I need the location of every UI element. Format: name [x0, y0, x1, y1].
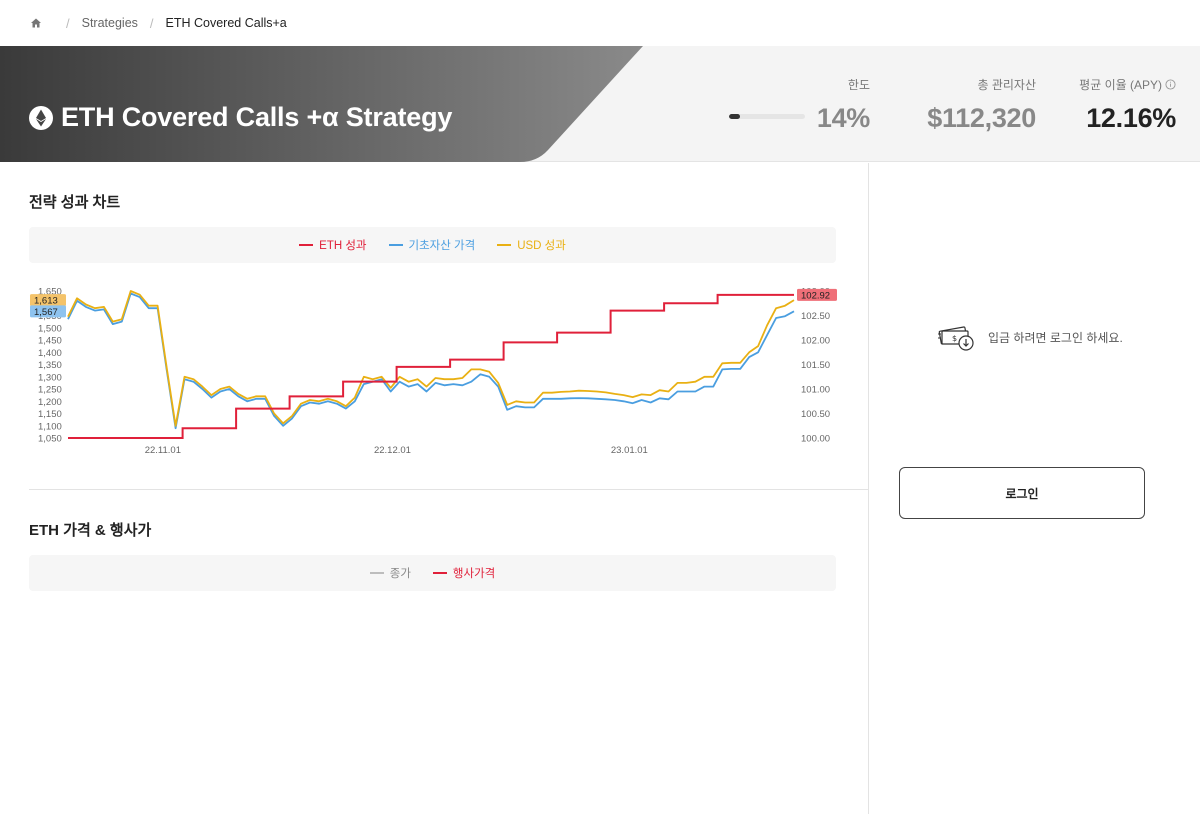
- limit-progress-fill: [729, 114, 740, 119]
- breadcrumb-current: ETH Covered Calls+a: [165, 16, 287, 30]
- y-right-tick-label: 102.50: [801, 311, 830, 322]
- y-left-tick-label: 1,500: [38, 323, 62, 334]
- y-left-tick-label: 1,450: [38, 336, 62, 347]
- legend-swatch: [388, 244, 403, 246]
- stat-aum-label: 총 관리자산: [977, 78, 1036, 92]
- legend-base-price[interactable]: 기초자산 가격: [388, 237, 476, 253]
- badge-eth: 102.92: [801, 290, 830, 301]
- breadcrumb-strategies[interactable]: Strategies: [81, 16, 138, 30]
- stat-limit-label: 한도: [847, 78, 870, 92]
- y-right-tick-label: 101.50: [801, 360, 830, 371]
- eth-logo-icon: [29, 105, 53, 130]
- stat-apy-label-row: 평균 이율 (APY): [1079, 76, 1176, 93]
- stat-limit-value: 14%: [816, 103, 870, 133]
- performance-legend: ETH 성과 기초자산 가격 USD 성과: [29, 227, 836, 263]
- y-left-tick-label: 1,400: [38, 348, 62, 359]
- y-left-tick-label: 1,150: [38, 409, 62, 420]
- stat-aum: 총 관리자산 $112,320: [927, 76, 1036, 134]
- strategy-hero: ETH Covered Calls +α Strategy 한도 14% 총 관…: [0, 46, 1200, 162]
- strategy-title-text: ETH Covered Calls +α Strategy: [61, 102, 453, 132]
- legend-label: 기초자산 가격: [408, 240, 476, 252]
- y-left-tick-label: 1,350: [38, 360, 62, 371]
- stat-apy-value: 12.16%: [1086, 103, 1176, 133]
- badge-base-bg: [30, 305, 66, 318]
- legend-close-price[interactable]: 종가: [369, 565, 411, 581]
- login-prompt-text: 입금 하려면 로그인 하세요.: [988, 330, 1123, 345]
- deposit-cash-icon: $: [938, 326, 974, 351]
- limit-progress-bar: [729, 114, 805, 119]
- x-tick-label: 22.12.01: [374, 445, 411, 456]
- badge-eth-bg: [797, 288, 837, 301]
- stat-aum-value: $112,320: [927, 103, 1036, 133]
- hero-banner: [0, 46, 643, 162]
- home-icon[interactable]: [30, 17, 42, 29]
- legend-label: ETH 성과: [319, 240, 367, 252]
- strategy-title: ETH Covered Calls +α Strategy: [29, 102, 452, 133]
- strike-chart: 2,0001,9001,8001,7001,6001,5001,4001,300…: [0, 606, 868, 776]
- y-right-tick-label: 102.00: [801, 336, 830, 347]
- badge-base: 1,567: [34, 307, 58, 318]
- y-right-tick-label: 101.00: [801, 385, 830, 396]
- x-tick-label: 23.01.01: [611, 445, 648, 456]
- stat-apy-label: 평균 이율 (APY): [1079, 78, 1162, 92]
- strike-legend: 종가 행사가격: [29, 555, 836, 591]
- charts-panel: 전략 성과 차트 ETH 성과 기초자산 가격 USD 성과 1,6501,60…: [0, 163, 868, 814]
- stat-apy: 평균 이율 (APY) 12.16%: [1079, 76, 1176, 134]
- legend-label: 행사가격: [452, 568, 496, 580]
- series-line-usd: [67, 290, 795, 427]
- legend-swatch: [299, 244, 314, 246]
- y-right-tick-label: 100.00: [801, 434, 830, 445]
- series-line-eth: [68, 293, 794, 439]
- y-left-tick-label: 1,300: [38, 372, 62, 383]
- breadcrumb-separator: /: [149, 15, 154, 31]
- legend-usd-performance[interactable]: USD 성과: [497, 237, 566, 253]
- login-button[interactable]: 로그인: [899, 467, 1145, 519]
- y-left-tick-label: 1,650: [38, 287, 62, 298]
- info-icon[interactable]: [1165, 79, 1176, 90]
- legend-strike-price[interactable]: 행사가격: [432, 565, 496, 581]
- stat-limit: 한도 14%: [817, 76, 870, 134]
- y-right-tick-label: 100.50: [801, 409, 830, 420]
- y-left-tick-label: 1,100: [38, 421, 62, 432]
- legend-label: USD 성과: [517, 240, 566, 252]
- badge-usd-bg: [30, 294, 66, 307]
- login-prompt: $ 입금 하려면 로그인 하세요.: [938, 322, 1123, 352]
- strike-chart-title: ETH 가격 & 행사가: [29, 522, 152, 539]
- breadcrumb-separator: /: [66, 15, 70, 31]
- series-line-base: [67, 292, 795, 430]
- section-divider: [29, 489, 868, 490]
- legend-eth-performance[interactable]: ETH 성과: [299, 237, 367, 253]
- breadcrumb: / Strategies / ETH Covered Calls+a: [30, 14, 287, 32]
- y-left-tick-label: 1,200: [38, 397, 62, 408]
- performance-chart-title: 전략 성과 차트: [29, 194, 121, 211]
- svg-text:$: $: [952, 334, 957, 343]
- legend-swatch: [497, 244, 512, 246]
- y-left-tick-label: 1,050: [38, 434, 62, 445]
- legend-swatch: [369, 572, 384, 574]
- x-tick-label: 22.11.01: [145, 445, 181, 456]
- badge-usd: 1,613: [34, 296, 58, 307]
- performance-chart: 1,6501,6001,5501,5001,4501,4001,3501,300…: [30, 287, 837, 456]
- panel-divider: [868, 163, 869, 814]
- legend-label: 종가: [389, 568, 411, 580]
- y-left-tick-label: 1,250: [38, 385, 62, 396]
- legend-swatch: [432, 572, 447, 574]
